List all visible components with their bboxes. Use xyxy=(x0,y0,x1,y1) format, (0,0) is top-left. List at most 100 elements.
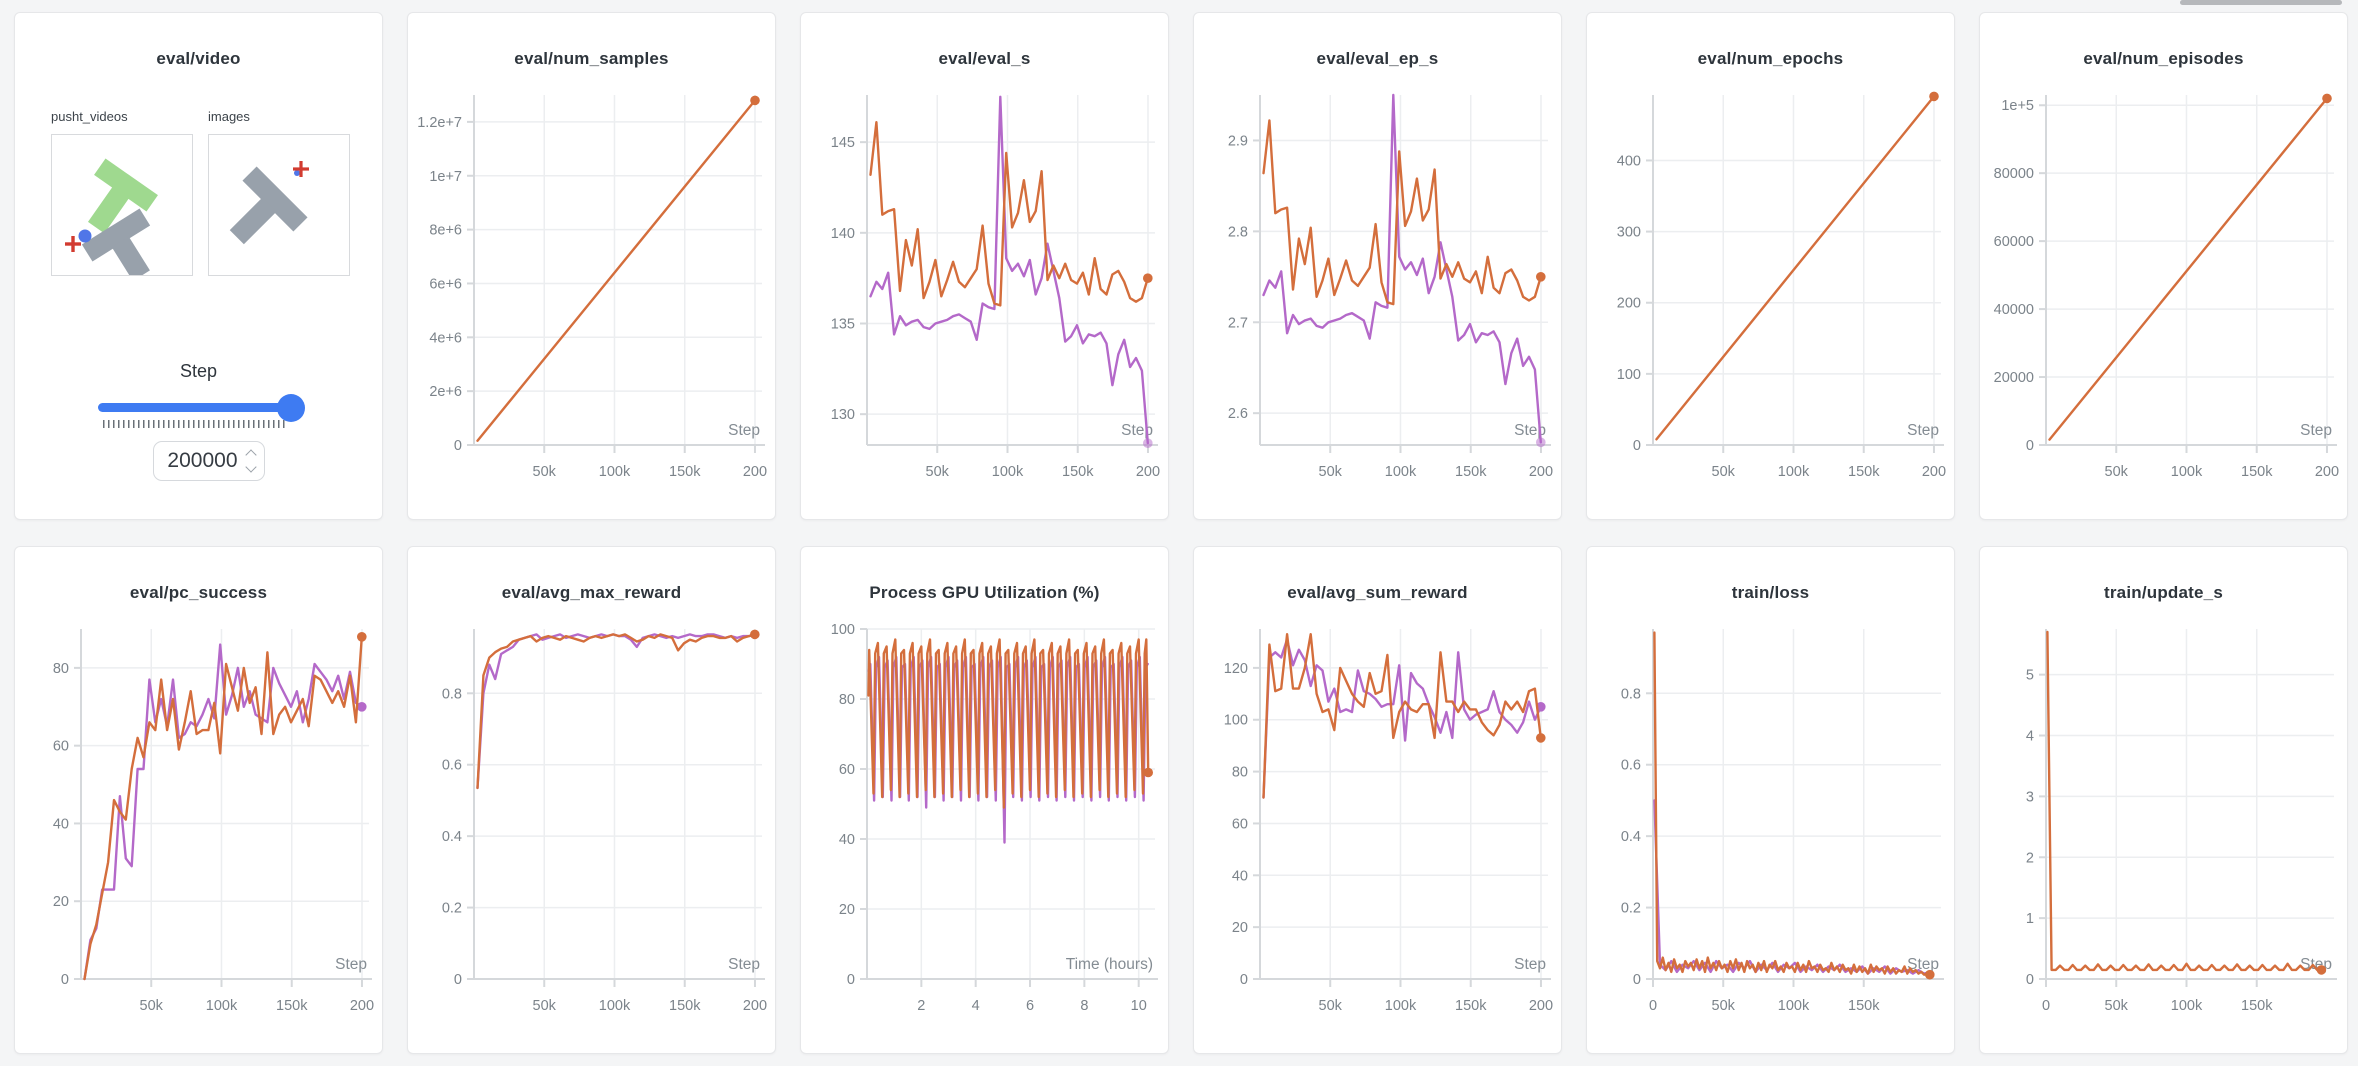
x-axis-title: Step xyxy=(1907,422,1939,439)
panel-eval-avg-sum-reward: eval/avg_sum_reward 0 20 40 60 80 100 120 50k 10… xyxy=(1193,546,1562,1054)
tick-label-x: 8 xyxy=(1080,998,1088,1014)
end-dot-orange xyxy=(1143,767,1153,778)
series-line-orange xyxy=(869,121,1149,307)
tick-label-y: 20 xyxy=(53,894,69,910)
goal-cross xyxy=(65,236,81,252)
tick-label-y: 0.4 xyxy=(1621,829,1641,845)
tick-label-x: 100k xyxy=(206,998,238,1014)
step-input-wrap xyxy=(153,441,265,481)
tick-label-y: 0 xyxy=(1633,438,1641,454)
chart-title: eval/avg_max_reward xyxy=(501,583,682,602)
end-dot-orange xyxy=(1929,91,1939,102)
tick-label-y: 4 xyxy=(2026,729,2034,745)
chart-plot[interactable]: 0 100 200 300 400 50k 100k 150k 200 Step xyxy=(1587,85,1955,505)
chart-plot[interactable]: 130 135 140 145 50k 100k 150k 200 Step xyxy=(801,85,1169,505)
chart-title: eval/avg_sum_reward xyxy=(1287,583,1468,602)
tick-label-y: 0 xyxy=(1240,972,1248,988)
tick-label-y: 20 xyxy=(1232,920,1248,936)
tick-label-y: 1 xyxy=(2026,911,2034,927)
step-slider-thumb[interactable] xyxy=(277,394,305,422)
tick-label-y: 0 xyxy=(61,972,69,988)
panel-eval-pc-success: eval/pc_success 0 20 40 60 80 50k 100k 150k 200 S… xyxy=(14,546,383,1054)
chart-plot[interactable]: 2.6 2.7 2.8 2.9 50k 100k 150k 200 Step xyxy=(1194,85,1562,505)
x-axis-title: Step xyxy=(1514,956,1546,973)
x-axis-title: Step xyxy=(1514,422,1546,439)
scrollbar-thumb[interactable] xyxy=(2180,0,2342,5)
end-dot-orange xyxy=(2322,93,2332,104)
end-dot-orange xyxy=(1143,273,1153,283)
chart-title: eval/num_episodes xyxy=(2083,49,2244,68)
tick-label-y: 40000 xyxy=(1994,302,2034,318)
panel-process-gpu-utilization: Process GPU Utilization (%) 0 20 40 60 80 100… xyxy=(800,546,1169,1054)
series-line-purple xyxy=(83,643,363,981)
tick-label-x: 50k xyxy=(1712,464,1736,480)
step-slider-ticks xyxy=(103,420,285,428)
tick-label-x: 50k xyxy=(2105,464,2129,480)
end-dot-orange xyxy=(357,632,367,642)
tick-label-y: 0.6 xyxy=(1621,758,1641,774)
tick-label-y: 200 xyxy=(1617,296,1641,312)
tick-label-x: 100k xyxy=(1385,464,1417,480)
tick-label-y: 80 xyxy=(839,692,855,708)
chart-plot[interactable]: 0 20 40 60 80 100 120 50k 100k 150k 200 Step xyxy=(1194,619,1562,1039)
series-line-purple xyxy=(869,95,1149,445)
chart-plot[interactable]: 0 0.2 0.4 0.6 0.8 50k 100k 150k 200 Step xyxy=(408,619,776,1039)
x-axis-title: Step xyxy=(728,422,760,439)
tick-label-y: 2.9 xyxy=(1228,133,1248,149)
tick-label-y: 60 xyxy=(1232,816,1248,832)
tick-label-x: 150k xyxy=(1848,998,1880,1014)
chevron-down-icon[interactable] xyxy=(244,461,257,473)
tick-label-y: 0.6 xyxy=(442,758,462,774)
tick-label-x: 150k xyxy=(276,998,308,1014)
series-line-orange xyxy=(476,99,757,442)
tick-label-x: 10 xyxy=(1131,998,1147,1014)
video-thumbnail-pusht xyxy=(51,134,193,282)
chart-plot[interactable]: 0 20000 40000 60000 80000 1e+5 50k 100k 150k 200 S… xyxy=(1980,85,2348,505)
chart-title: eval/num_epochs xyxy=(1697,49,1844,68)
chevron-up-icon[interactable] xyxy=(244,449,257,461)
x-axis-title: Step xyxy=(1121,422,1153,439)
tick-label-x: 100k xyxy=(2171,998,2203,1014)
tick-label-y: 6e+6 xyxy=(429,276,462,292)
tick-label-x: 50k xyxy=(533,998,557,1014)
gray-t-block xyxy=(81,208,151,282)
tick-label-x: 150k xyxy=(2241,464,2273,480)
chart-plot[interactable]: 0 20 40 60 80 100 2 4 6 8 10 Time (hours) xyxy=(801,619,1169,1039)
end-dot-purple xyxy=(357,702,367,712)
pusht-render xyxy=(65,158,158,282)
tick-label-x: 100k xyxy=(1778,464,1810,480)
step-input[interactable] xyxy=(163,448,240,474)
step-stepper[interactable] xyxy=(244,449,257,473)
media-label-pusht-videos: pusht_videos xyxy=(51,109,128,124)
tick-label-x: 50k xyxy=(140,998,164,1014)
tick-label-y: 130 xyxy=(831,407,855,423)
tick-label-x: 50k xyxy=(926,464,950,480)
series-line-orange xyxy=(1262,632,1542,799)
tick-label-x: 50k xyxy=(2105,998,2129,1014)
x-axis-title: Step xyxy=(2300,422,2332,439)
panel-eval-num-samples: eval/num_samples 0 2e+6 4e+6 6e+6 8e+6 1e+7 1.… xyxy=(407,12,776,520)
tick-label-y: 300 xyxy=(1617,225,1641,241)
tick-label-x: 150k xyxy=(669,464,701,480)
chart-title: eval/num_samples xyxy=(514,49,669,68)
series-line-orange xyxy=(83,635,363,981)
chart-plot[interactable]: 0 0.2 0.4 0.6 0.8 0 50k 100k 150k Step xyxy=(1587,619,1955,1039)
tick-label-y: 20 xyxy=(839,902,855,918)
step-slider-track[interactable] xyxy=(98,403,304,412)
chart-title: eval/eval_s xyxy=(938,49,1031,68)
tick-label-y: 100 xyxy=(1617,367,1641,383)
end-dot-orange xyxy=(750,95,760,106)
tick-label-y: 0.8 xyxy=(1621,686,1641,702)
chart-plot[interactable]: 0 20 40 60 80 50k 100k 150k 200 Step xyxy=(15,619,383,1039)
tick-label-x: 200 xyxy=(743,998,767,1014)
tick-label-y: 60 xyxy=(53,739,69,755)
tick-label-x: 200 xyxy=(350,998,374,1014)
tick-label-y: 120 xyxy=(1224,661,1248,677)
tick-label-y: 80 xyxy=(1232,765,1248,781)
panel-board: eval/video pusht_videos images xyxy=(14,12,2348,1054)
tick-label-y: 8e+6 xyxy=(429,223,462,239)
chart-plot[interactable]: 0 2e+6 4e+6 6e+6 8e+6 1e+7 1.2e+7 50k 100k 150k 20… xyxy=(408,85,776,505)
tick-label-x: 100k xyxy=(599,464,631,480)
tick-label-y: 60000 xyxy=(1994,234,2034,250)
